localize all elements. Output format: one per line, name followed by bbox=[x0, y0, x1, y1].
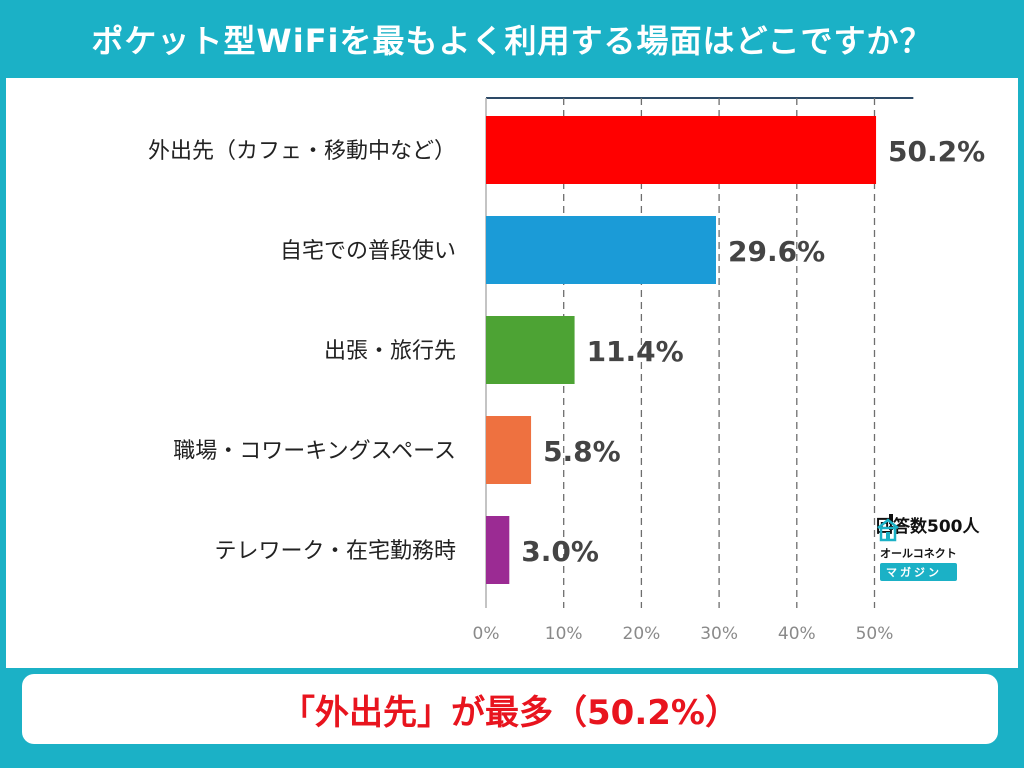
bar-5 bbox=[486, 516, 510, 584]
bar-3 bbox=[486, 316, 575, 384]
x-tick-label: 50% bbox=[856, 624, 894, 644]
bar-2 bbox=[486, 216, 716, 284]
value-label: 29.6% bbox=[728, 235, 825, 268]
bar-4 bbox=[486, 416, 532, 484]
category-label: 職場・コワーキングスペース bbox=[173, 439, 456, 464]
category-label: テレワーク・在宅勤務時 bbox=[214, 539, 456, 564]
category-label: 出張・旅行先 bbox=[324, 339, 456, 364]
x-tick-label: 0% bbox=[473, 624, 500, 644]
summary-banner: 「外出先」が最多（50.2%） bbox=[22, 674, 998, 744]
x-tick-label: 10% bbox=[545, 624, 583, 644]
value-label: 5.8% bbox=[543, 435, 621, 468]
x-tick-label: 40% bbox=[778, 624, 816, 644]
category-label: 自宅での普段使い bbox=[280, 239, 456, 264]
x-tick-label: 20% bbox=[623, 624, 661, 644]
chart-panel: 0% 10% 20% 30% 40% 50% 外出先（カフェ・移動中など） 50.2% 自宅での… bbox=[6, 78, 1018, 668]
value-label: 11.4% bbox=[587, 335, 684, 368]
respondent-count: 回答数500人 bbox=[876, 517, 980, 537]
brand-name: オールコネクト bbox=[880, 547, 957, 560]
value-label: 3.0% bbox=[521, 535, 599, 568]
house-icon bbox=[877, 514, 899, 542]
page-title: ポケット型WiFiを最もよく利用する場面はどこですか？ bbox=[91, 22, 933, 60]
bar-chart: 0% 10% 20% 30% 40% 50% 外出先（カフェ・移動中など） 50.2% 自宅での… bbox=[148, 97, 985, 644]
x-tick-label: 30% bbox=[700, 624, 738, 644]
summary-text: 「外出先」が最多（50.2%） bbox=[281, 692, 739, 733]
value-label: 50.2% bbox=[888, 135, 985, 168]
brand-logo: オールコネクト マガジン bbox=[876, 514, 1016, 581]
category-label: 外出先（カフェ・移動中など） bbox=[148, 139, 456, 164]
bar-1 bbox=[486, 116, 877, 184]
brand-subtitle: マガジン bbox=[880, 563, 957, 581]
chart-meta: 回答数500人 オールコネクト マガジン bbox=[876, 512, 1016, 581]
